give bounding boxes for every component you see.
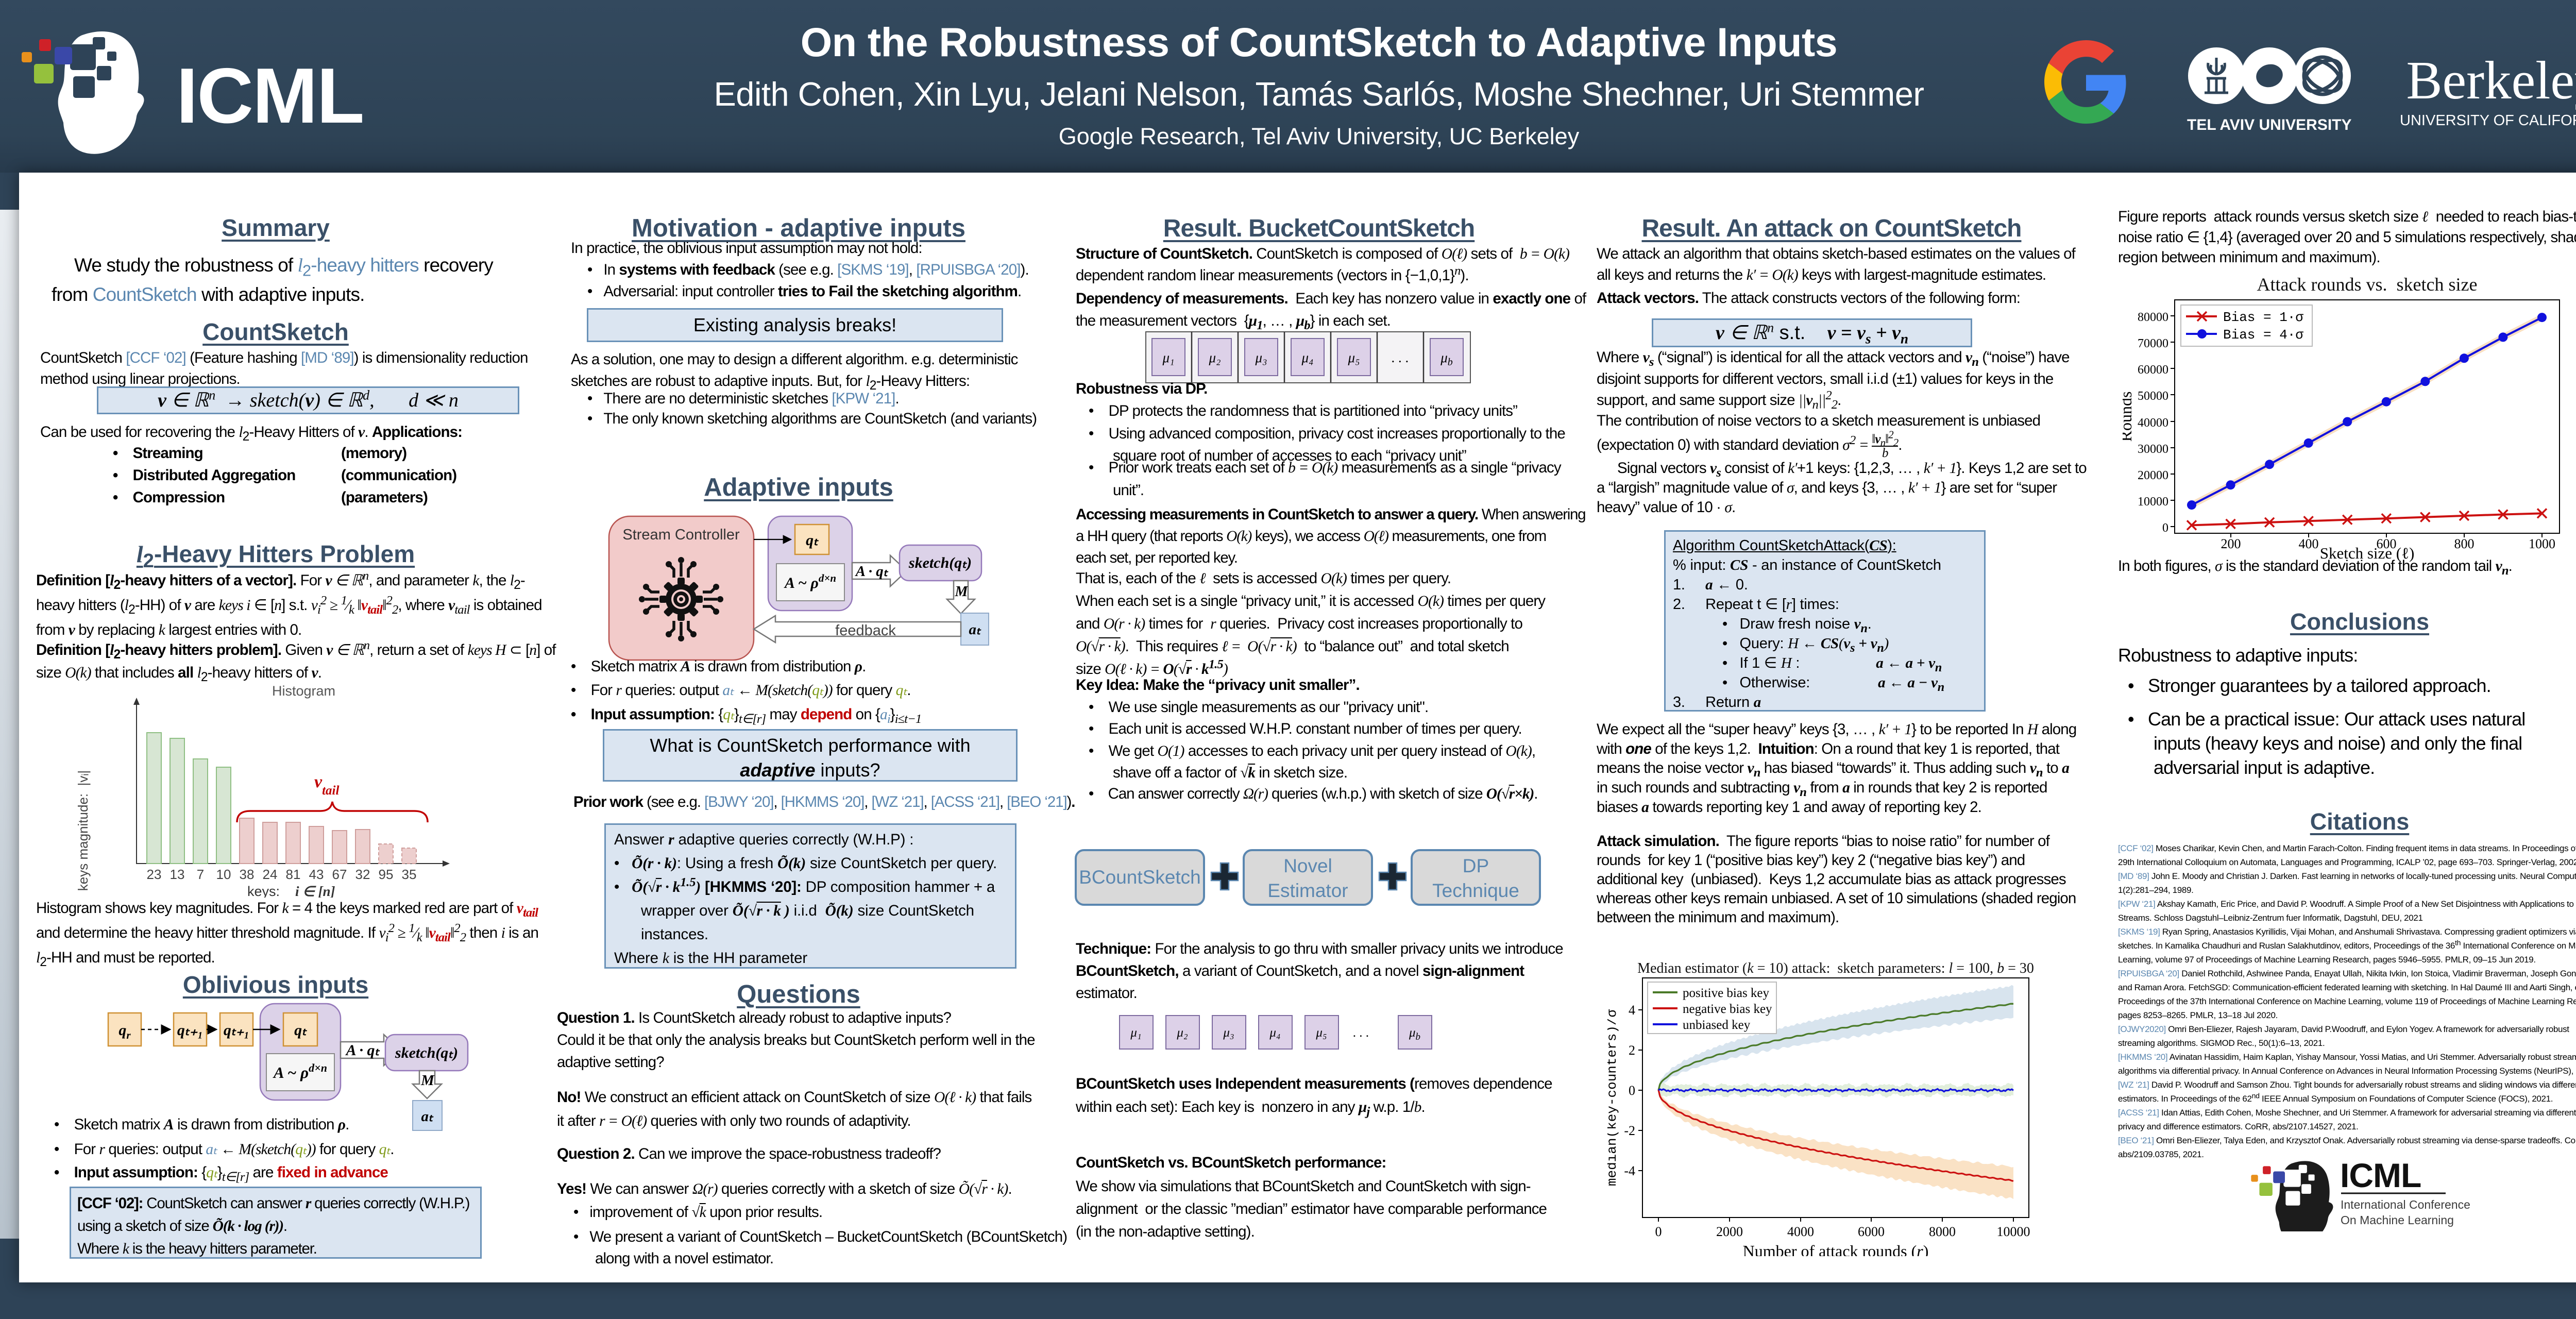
svg-text:Sketch size (ℓ): Sketch size (ℓ) <box>2320 544 2415 562</box>
svg-text:2: 2 <box>1629 1043 1635 1058</box>
svg-text:qₜ: qₜ <box>294 1022 307 1039</box>
svg-text:38: 38 <box>240 867 255 882</box>
svg-text:keys: i ∈ [n]: keys: i ∈ [n] <box>247 884 335 898</box>
svg-text:Number of attack rounds (r): Number of attack rounds (r) <box>1743 1242 1929 1256</box>
svg-text:95: 95 <box>379 867 394 882</box>
svg-text:200: 200 <box>2221 536 2241 551</box>
svg-text:67: 67 <box>332 867 347 882</box>
svg-text:20000: 20000 <box>2138 469 2168 482</box>
svg-text:0: 0 <box>2162 521 2168 535</box>
svg-text:Bias = 1·σ: Bias = 1·σ <box>2223 310 2303 325</box>
svg-text:0: 0 <box>1655 1224 1662 1239</box>
svg-text:30000: 30000 <box>2138 443 2168 456</box>
svg-text:4: 4 <box>1629 1003 1635 1018</box>
svg-text:70000: 70000 <box>2138 337 2168 350</box>
svg-text:feedback: feedback <box>835 622 896 639</box>
svg-text:μ₂: μ₂ <box>1209 350 1221 365</box>
svg-text:M: M <box>955 584 969 600</box>
svg-text:40000: 40000 <box>2138 416 2168 430</box>
svg-text:23: 23 <box>147 867 162 882</box>
svg-text:1000: 1000 <box>2529 536 2555 551</box>
svg-text:80000: 80000 <box>2138 311 2168 324</box>
svg-text:Attack rounds vs. sketch size: Attack rounds vs. sketch size <box>2257 274 2478 295</box>
svg-text:. . .: . . . <box>1392 350 1409 365</box>
svg-text:10000: 10000 <box>2138 495 2168 509</box>
svg-text:positive bias key: positive bias key <box>1683 986 1770 1000</box>
svg-text:μ₄: μ₄ <box>1269 1026 1280 1040</box>
svg-text:Bias = 4·σ: Bias = 4·σ <box>2223 327 2303 343</box>
svg-text:32: 32 <box>355 867 370 882</box>
svg-text:unbiased key: unbiased key <box>1683 1018 1751 1032</box>
svg-text:Histogram: Histogram <box>272 683 335 699</box>
svg-text:M: M <box>420 1072 435 1089</box>
svg-text:qₜ: qₜ <box>806 532 819 549</box>
svg-text:60000: 60000 <box>2138 363 2168 377</box>
svg-text:50000: 50000 <box>2138 390 2168 403</box>
svg-text:2000: 2000 <box>1716 1224 1743 1239</box>
svg-text:On Machine Learning: On Machine Learning <box>2341 1213 2454 1227</box>
svg-text:μ₄: μ₄ <box>1301 350 1314 365</box>
svg-text:7: 7 <box>197 867 204 882</box>
svg-text:μ₃: μ₃ <box>1255 350 1267 365</box>
svg-text:-2: -2 <box>1624 1123 1635 1138</box>
svg-text:ICML: ICML <box>176 52 363 140</box>
svg-text:sketch(qₜ): sketch(qₜ) <box>395 1044 458 1061</box>
svg-text:μ₅: μ₅ <box>1348 350 1360 365</box>
svg-text:8000: 8000 <box>1929 1224 1956 1239</box>
svg-text:Rounds: Rounds <box>2123 392 2135 442</box>
svg-text:35: 35 <box>402 867 417 882</box>
svg-text:μ₂: μ₂ <box>1176 1026 1188 1040</box>
svg-text:Stream Controller: Stream Controller <box>622 527 740 543</box>
svg-text:800: 800 <box>2454 536 2475 551</box>
svg-text:Median estimator (k = 10) atta: Median estimator (k = 10) attack: sketch… <box>1637 960 2034 976</box>
svg-text:-4: -4 <box>1624 1163 1635 1178</box>
svg-text:International Conference: International Conference <box>2341 1198 2470 1211</box>
svg-text:median(key-counters)/σ: median(key-counters)/σ <box>1607 1009 1620 1186</box>
svg-text:vtail: vtail <box>314 772 339 798</box>
svg-text:A · qₜ: A · qₜ <box>855 563 889 580</box>
svg-text:qₜ₊₁: qₜ₊₁ <box>177 1022 203 1039</box>
svg-text:μ₃: μ₃ <box>1223 1026 1234 1040</box>
svg-text:6000: 6000 <box>1858 1224 1885 1239</box>
svg-text:A · qₜ: A · qₜ <box>345 1042 380 1059</box>
svg-text:13: 13 <box>170 867 185 882</box>
svg-text:43: 43 <box>309 867 324 882</box>
svg-text:μ₁: μ₁ <box>1162 350 1175 365</box>
svg-text:. . .: . . . <box>1353 1026 1369 1040</box>
svg-text:keys magnitude: |vᵢ|: keys magnitude: |vᵢ| <box>75 770 91 891</box>
svg-text:aₜ: aₜ <box>969 621 981 638</box>
svg-text:400: 400 <box>2299 536 2319 551</box>
svg-text:600: 600 <box>2377 536 2397 551</box>
svg-text:81: 81 <box>286 867 301 882</box>
svg-text:10000: 10000 <box>1997 1224 2030 1239</box>
svg-text:μ₅: μ₅ <box>1315 1026 1327 1040</box>
svg-text:0: 0 <box>1629 1083 1635 1098</box>
svg-text:qₜ₊₁: qₜ₊₁ <box>224 1022 249 1039</box>
svg-text:sketch(qₜ): sketch(qₜ) <box>908 554 972 571</box>
svg-text:10: 10 <box>216 867 231 882</box>
svg-text:μ₁: μ₁ <box>1130 1026 1141 1040</box>
svg-text:ICML: ICML <box>2340 1156 2421 1194</box>
svg-text:24: 24 <box>263 867 278 882</box>
svg-text:4000: 4000 <box>1787 1224 1814 1239</box>
svg-text:negative bias key: negative bias key <box>1683 1002 1772 1016</box>
svg-text:A ~ ρd×n: A ~ ρd×n <box>784 572 836 591</box>
svg-text:aₜ: aₜ <box>421 1108 434 1125</box>
